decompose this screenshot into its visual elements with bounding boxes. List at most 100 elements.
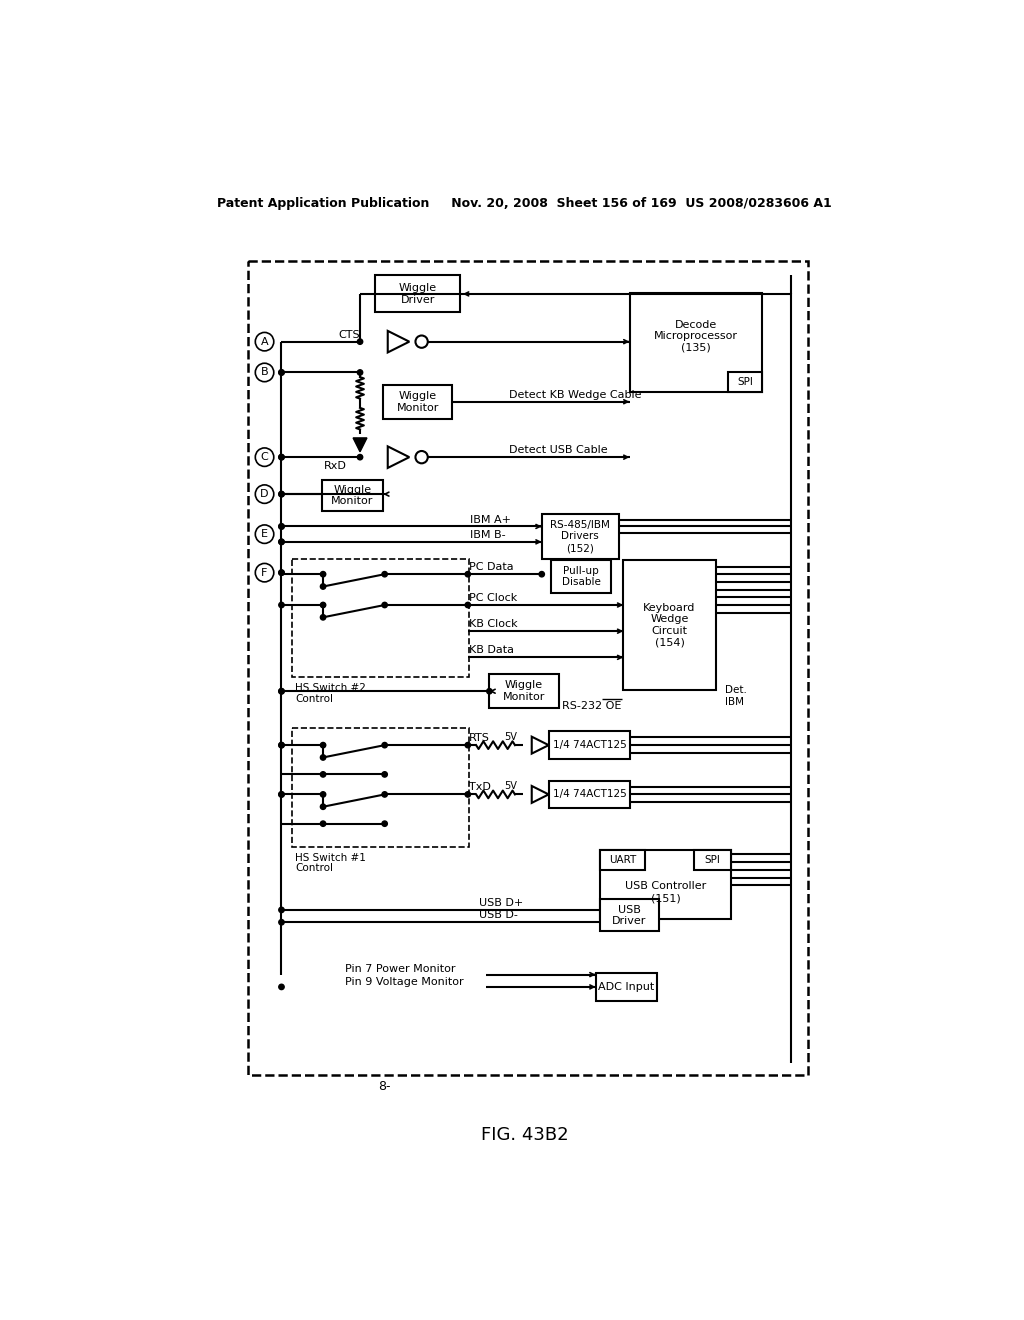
Bar <box>600 850 731 919</box>
Circle shape <box>486 689 493 694</box>
Polygon shape <box>388 446 410 469</box>
Text: CTS: CTS <box>338 330 360 339</box>
Bar <box>550 731 630 759</box>
Circle shape <box>255 564 273 582</box>
Circle shape <box>539 572 545 577</box>
Text: Patent Application Publication     Nov. 20, 2008  Sheet 156 of 169  US 2008/0283: Patent Application Publication Nov. 20, … <box>217 197 833 210</box>
Circle shape <box>321 792 326 797</box>
Text: RS-232 OE: RS-232 OE <box>562 701 622 711</box>
Circle shape <box>416 335 428 348</box>
Circle shape <box>279 742 285 748</box>
Circle shape <box>321 755 326 760</box>
Circle shape <box>321 572 326 577</box>
Text: E: E <box>261 529 268 539</box>
Circle shape <box>357 339 362 345</box>
Circle shape <box>279 524 285 529</box>
Text: RTS: RTS <box>469 733 490 743</box>
Circle shape <box>465 742 470 748</box>
Text: 1/4 74ACT125: 1/4 74ACT125 <box>553 741 627 750</box>
Circle shape <box>279 920 285 925</box>
Text: SPI: SPI <box>737 376 753 387</box>
Bar <box>600 899 658 932</box>
Text: F: F <box>261 568 267 578</box>
Text: Control: Control <box>295 863 334 874</box>
Text: IBM A+: IBM A+ <box>470 515 511 524</box>
Text: Det.
IBM: Det. IBM <box>725 685 746 706</box>
Text: RxD: RxD <box>324 462 347 471</box>
Circle shape <box>279 742 285 748</box>
Circle shape <box>279 370 285 375</box>
Text: UART: UART <box>609 855 636 865</box>
Text: HS Switch #2: HS Switch #2 <box>295 684 367 693</box>
Text: Decode
Microprocessor
(135): Decode Microprocessor (135) <box>653 319 737 352</box>
Circle shape <box>321 804 326 809</box>
Text: Wiggle
Driver: Wiggle Driver <box>398 282 437 305</box>
Circle shape <box>279 689 285 694</box>
Bar <box>624 560 716 689</box>
Text: Pull-up
Disable: Pull-up Disable <box>561 566 600 587</box>
Text: Pin 9 Voltage Monitor: Pin 9 Voltage Monitor <box>345 977 463 986</box>
Text: SPI: SPI <box>705 855 721 865</box>
Text: 8-: 8- <box>379 1080 391 1093</box>
Circle shape <box>255 447 273 466</box>
Circle shape <box>255 333 273 351</box>
Circle shape <box>465 602 470 607</box>
Circle shape <box>255 363 273 381</box>
Bar <box>550 780 630 808</box>
Text: USB
Driver: USB Driver <box>612 904 647 927</box>
Circle shape <box>279 792 285 797</box>
Polygon shape <box>353 438 367 451</box>
Circle shape <box>321 615 326 620</box>
Text: Keyboard
Wedge
Circuit
(154): Keyboard Wedge Circuit (154) <box>643 603 695 647</box>
Circle shape <box>321 772 326 777</box>
Text: FIG. 43B2: FIG. 43B2 <box>481 1126 568 1143</box>
Text: 5V: 5V <box>505 731 517 742</box>
Text: Detect USB Cable: Detect USB Cable <box>509 445 608 455</box>
Text: Wiggle
Monitor: Wiggle Monitor <box>331 484 374 507</box>
Circle shape <box>279 985 285 990</box>
Text: B: B <box>261 367 268 378</box>
Text: PC Clock: PC Clock <box>469 593 517 603</box>
Circle shape <box>279 370 285 375</box>
Circle shape <box>416 451 428 463</box>
Circle shape <box>279 539 285 545</box>
Text: TxD: TxD <box>469 783 492 792</box>
Polygon shape <box>388 331 410 352</box>
Text: HS Switch #1: HS Switch #1 <box>295 853 367 862</box>
Bar <box>376 276 460 313</box>
Circle shape <box>321 602 326 607</box>
Bar <box>322 480 383 511</box>
Text: USB Controller
(151): USB Controller (151) <box>625 882 707 903</box>
Circle shape <box>279 689 285 694</box>
Text: IBM B-: IBM B- <box>470 529 506 540</box>
Text: PC Data: PC Data <box>469 562 514 573</box>
Bar <box>551 560 611 593</box>
Circle shape <box>382 821 387 826</box>
Text: Pin 7 Power Monitor: Pin 7 Power Monitor <box>345 964 455 974</box>
Text: Wiggle
Monitor: Wiggle Monitor <box>396 391 439 413</box>
Text: Detect KB Wedge Cable: Detect KB Wedge Cable <box>509 389 642 400</box>
Text: USB D+: USB D+ <box>479 898 523 908</box>
Bar <box>248 261 808 1076</box>
Bar <box>630 293 762 392</box>
Polygon shape <box>531 737 549 754</box>
Bar <box>292 558 469 677</box>
Circle shape <box>465 792 470 797</box>
Text: 5V: 5V <box>505 781 517 791</box>
Bar <box>694 850 731 870</box>
Circle shape <box>382 572 387 577</box>
Bar <box>596 973 657 1001</box>
Circle shape <box>279 570 285 576</box>
Circle shape <box>279 539 285 545</box>
Circle shape <box>382 602 387 607</box>
Circle shape <box>382 772 387 777</box>
Circle shape <box>357 454 362 459</box>
Circle shape <box>279 524 285 529</box>
Text: A: A <box>261 337 268 347</box>
Circle shape <box>279 491 285 496</box>
Bar <box>542 515 618 558</box>
Circle shape <box>382 742 387 748</box>
Circle shape <box>279 792 285 797</box>
Circle shape <box>382 792 387 797</box>
Text: USB D-: USB D- <box>479 911 518 920</box>
